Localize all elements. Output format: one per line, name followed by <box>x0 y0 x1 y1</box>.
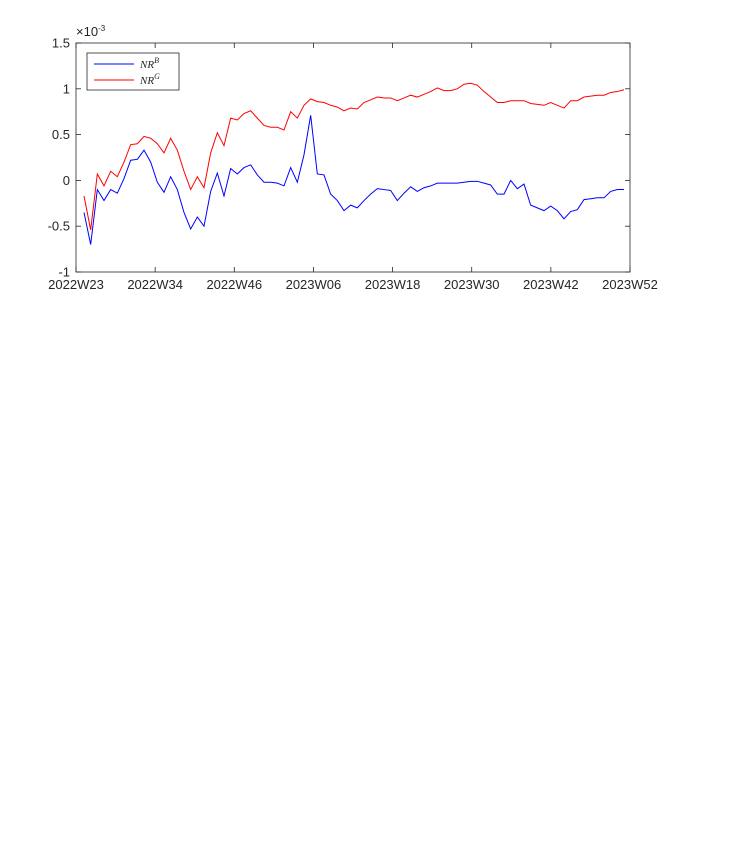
series-line-nrb <box>83 115 624 245</box>
series-layer <box>83 82 625 245</box>
x-tick-label: 2022W46 <box>206 277 262 292</box>
x-tick-label: 2022W34 <box>127 277 183 292</box>
x-tick-label: 2022W23 <box>48 277 104 292</box>
y-tick-label: -0.5 <box>48 219 70 234</box>
x-axis-ticks: 2022W23 2022W34 2022W46 2023W06 2023W18 2023W… <box>48 43 658 292</box>
plot-area: -1 -0.5 0 0.5 1 1.5 2022W23 2022W34 2022W46 2023… <box>48 36 658 293</box>
y-exponent-label: ×10-3 <box>76 24 106 39</box>
y-tick-label: 1 <box>63 81 70 96</box>
y-tick-label: 0 <box>63 173 70 188</box>
series-line-nrg <box>83 82 625 230</box>
legend-label-nrg: NRG <box>139 72 160 87</box>
y-axis-ticks: -1 -0.5 0 0.5 1 1.5 <box>48 36 630 280</box>
x-tick-label: 2023W42 <box>523 277 579 292</box>
y-tick-label: -1 <box>58 265 70 280</box>
x-tick-label: 2023W06 <box>286 277 342 292</box>
x-tick-label: 2023W52 <box>602 277 658 292</box>
legend: NRB NRG <box>86 52 180 91</box>
legend-box <box>86 52 180 91</box>
x-tick-label: 2023W30 <box>444 277 500 292</box>
y-tick-label: 0.5 <box>52 127 70 142</box>
x-tick-label: 2023W18 <box>365 277 421 292</box>
y-tick-label: 1.5 <box>52 36 70 51</box>
legend-label-nrb: NRB <box>139 56 159 71</box>
